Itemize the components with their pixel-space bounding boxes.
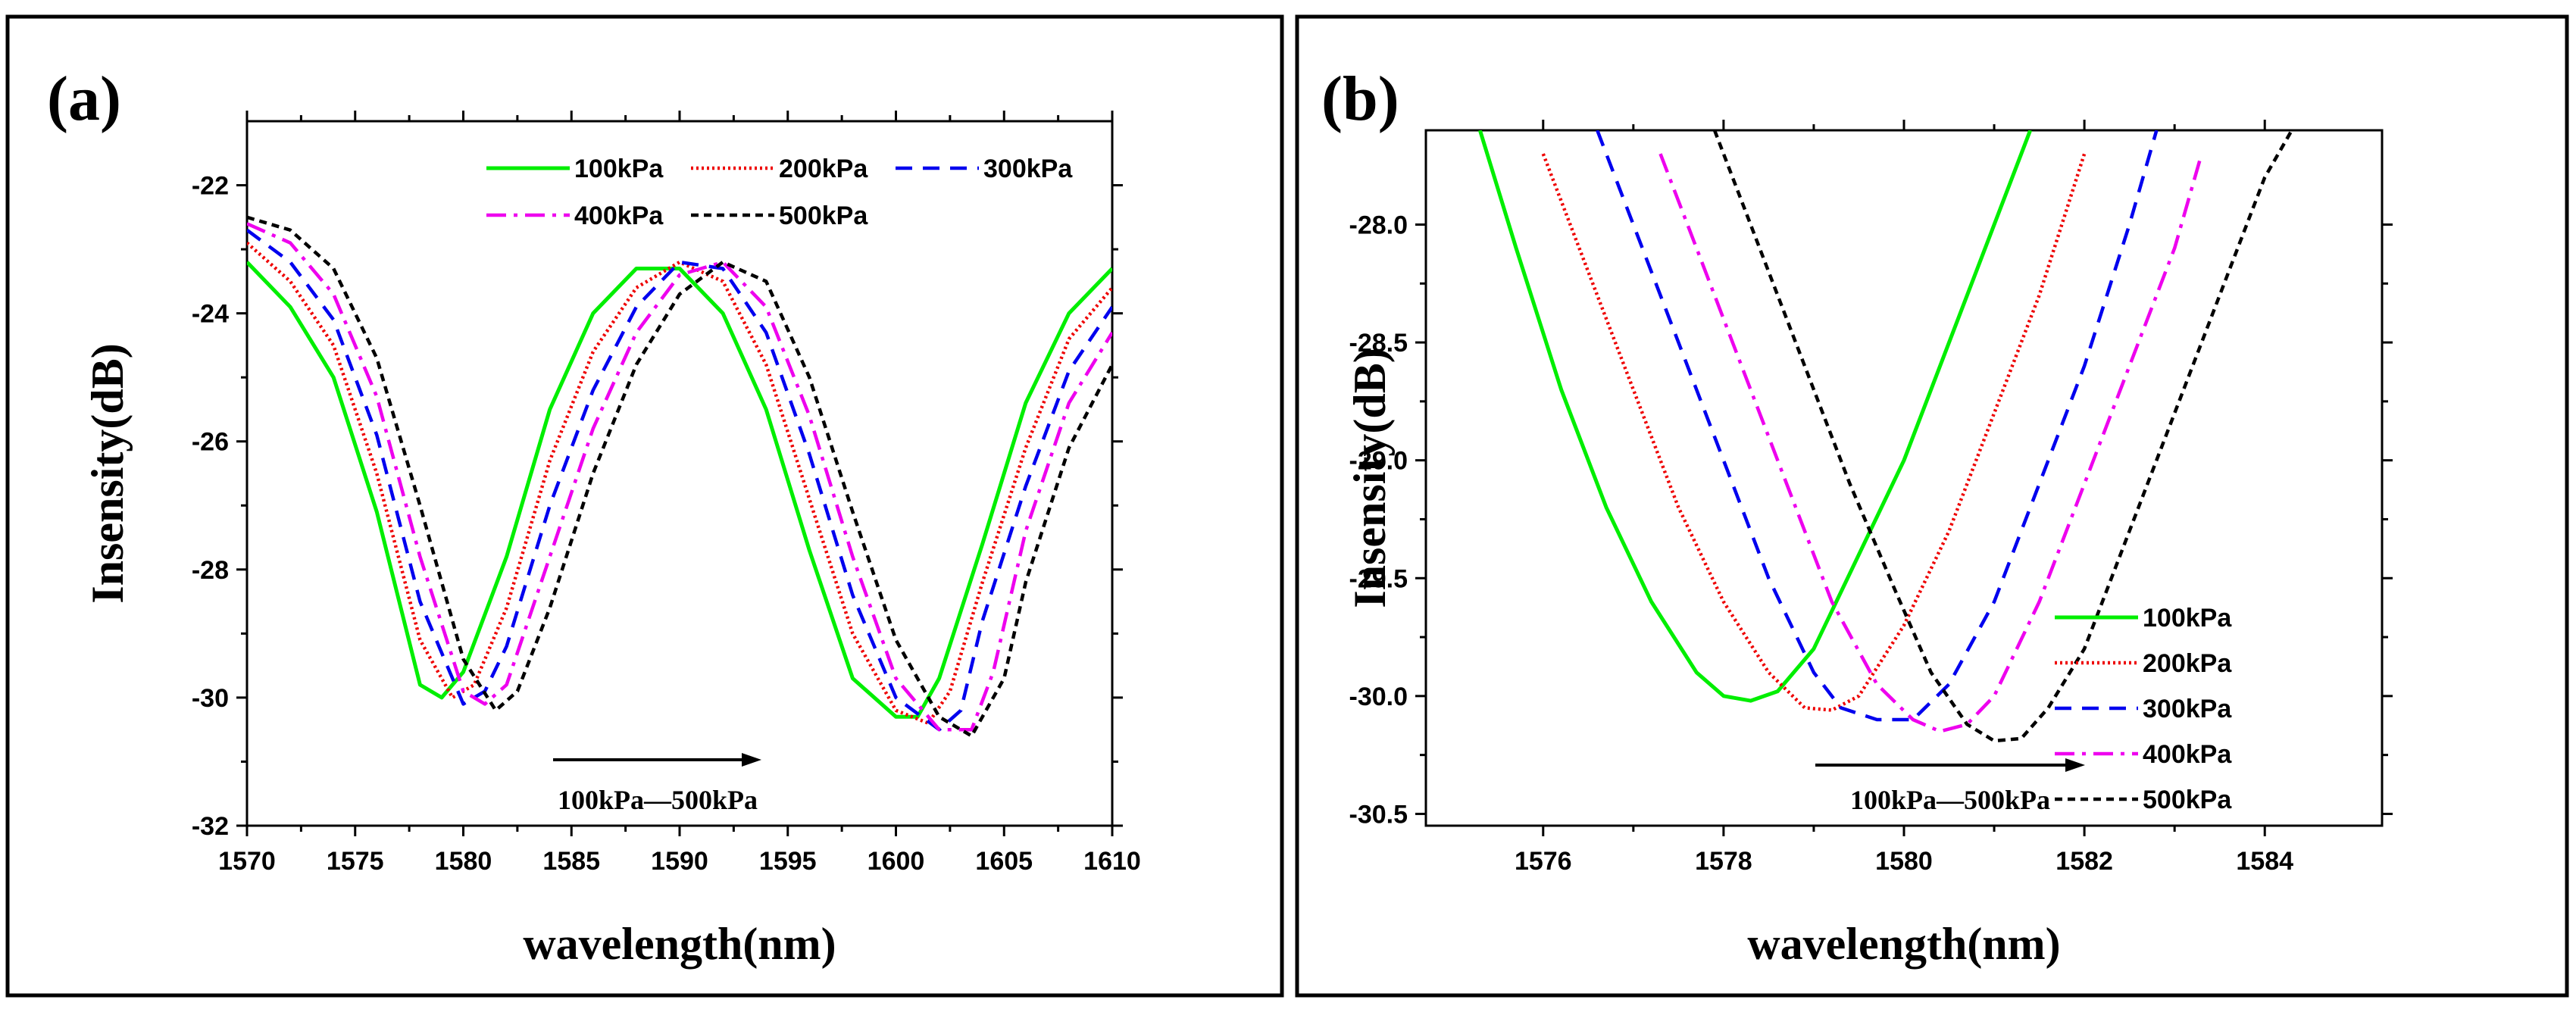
y-tick-label: -29.5 (1349, 564, 1408, 593)
y-tick-label: -30.0 (1349, 683, 1408, 711)
y-tick-label: -28.5 (1349, 329, 1408, 358)
series-line-200kPa (1541, 153, 2087, 712)
y-tick-label: -28.0 (1349, 211, 1408, 239)
series-group (247, 215, 1112, 738)
legend-label: 500kPa (779, 201, 868, 230)
y-tick-label: -24 (192, 300, 229, 329)
x-tick-label: 1580 (435, 847, 492, 876)
legend-label: 300kPa (2143, 695, 2232, 723)
legend-label: 200kPa (2143, 649, 2232, 678)
x-tick-label: 1590 (651, 847, 708, 876)
y-tick-label: -26 (192, 428, 229, 457)
legend-label: 300kPa (983, 155, 1073, 183)
legend-label: 400kPa (574, 201, 664, 230)
series-line-200kPa (247, 241, 1112, 725)
legend-label: 100kPa (574, 155, 664, 183)
legend-label: 400kPa (2143, 740, 2232, 769)
panel-label: (a) (47, 64, 121, 134)
legend-label: 500kPa (2143, 786, 2232, 814)
x-tick-label: 1580 (1875, 847, 1933, 876)
x-tick-label: 1584 (2236, 847, 2293, 876)
y-tick-label: -29.0 (1349, 447, 1408, 476)
x-axis-title: wavelength(nm) (523, 919, 836, 969)
panel-b-frame (1295, 14, 2569, 998)
x-tick-label: 1576 (1515, 847, 1572, 876)
x-tick-label: 1578 (1695, 847, 1752, 876)
panel-a-frame (5, 14, 1284, 998)
panel-b: (b) 1576 1578 1580 1582 1584 -30.5 -30.0 -29.5 -2… (1321, 64, 2393, 969)
x-tick-label: 1605 (975, 847, 1033, 876)
x-tick-label: 1600 (868, 847, 925, 876)
y-tick-label: -30.5 (1349, 800, 1408, 829)
x-tick-label: 1582 (2055, 847, 2113, 876)
x-axis-title: wavelength(nm) (1747, 919, 2060, 969)
x-tick-label: 1595 (759, 847, 817, 876)
series-line-500kPa (1712, 130, 2293, 743)
y-axis-title: Insensity(dB) (83, 343, 133, 603)
series-group (1478, 130, 2293, 743)
shift-arrow-head (742, 753, 761, 767)
legend-label: 100kPa (2143, 604, 2232, 633)
plot-area-frame (1424, 129, 2384, 827)
shift-annotation: 100kPa—500kPa (558, 785, 758, 815)
y-tick-label: -30 (192, 684, 229, 713)
series-line-400kPa (247, 222, 1112, 732)
x-tick-label: 1570 (218, 847, 276, 876)
series-line-400kPa (1658, 153, 2204, 733)
series-line-100kPa (1478, 130, 2033, 703)
y-tick-label: -32 (192, 812, 229, 841)
x-tick-label: 1610 (1083, 847, 1141, 876)
panel-a: (a) 1570 1575 1580 1585 1590 1595 1600 1605 1610 -… (47, 64, 1141, 969)
panel-label: (b) (1321, 64, 1399, 134)
series-line-100kPa (247, 261, 1112, 719)
shift-annotation: 100kPa—500kPa (1850, 785, 2050, 815)
y-tick-label: -22 (192, 172, 229, 201)
y-axis-title: Insensity(dB) (1345, 348, 1395, 608)
y-tick-label: -28 (192, 556, 229, 585)
x-tick-label: 1575 (327, 847, 384, 876)
shift-arrow-head (2065, 758, 2085, 772)
series-line-500kPa (247, 215, 1112, 738)
series-line-300kPa (247, 228, 1112, 732)
x-tick-label: 1585 (542, 847, 600, 876)
series-line-300kPa (1596, 130, 2159, 722)
legend-label: 200kPa (779, 155, 868, 183)
